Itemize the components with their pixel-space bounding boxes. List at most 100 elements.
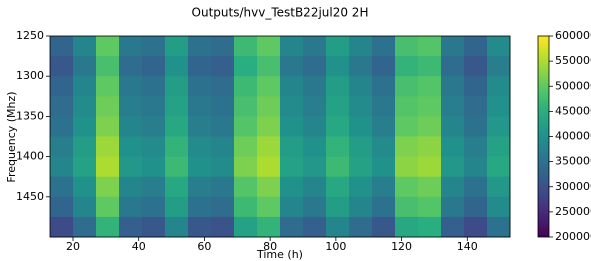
heat-cell [257,116,281,137]
colorbar-tick-label: 550000 [555,54,591,67]
heat-cell [188,56,212,77]
heat-cell [73,36,97,57]
heat-cell [349,137,373,158]
heat-cell [303,177,327,198]
heat-cell [372,217,396,238]
heat-cell [349,36,373,57]
colorbar-tick-label: 300000 [555,180,591,193]
heat-cell [50,177,74,198]
heat-cell [50,36,74,57]
heat-cell [119,177,143,198]
heat-cell [211,56,235,77]
heat-cell [349,56,373,77]
heat-cell [280,197,304,218]
heat-cell [372,36,396,57]
heat-cell [326,197,350,218]
heat-cell [234,116,258,137]
heat-cell [303,217,327,238]
heat-cell [464,116,488,137]
heat-cell [165,36,189,57]
heat-cell [418,116,442,137]
colorbar [538,36,549,237]
heat-cell [96,36,120,57]
heat-cell [73,96,97,117]
heat-cell [326,217,350,238]
heat-cell [280,157,304,178]
heat-cell [372,56,396,77]
heat-cell [50,116,74,137]
x-tick-label: 120 [391,240,412,253]
heat-cell [464,56,488,77]
heat-cell [50,56,74,77]
heat-cell [188,157,212,178]
colorbar-tick-label: 400000 [555,130,591,143]
heat-cell [73,157,97,178]
heat-cell [119,116,143,137]
heat-cell [395,76,419,97]
heat-cell [326,96,350,117]
heat-cell [257,137,281,158]
heat-cell [165,137,189,158]
heat-cell [280,76,304,97]
heat-cell [372,157,396,178]
heat-cell [142,56,166,77]
heat-cell [234,157,258,178]
colorbar-tick-label: 600000 [555,29,591,42]
heat-cell [441,56,465,77]
heat-cell [119,197,143,218]
heat-cell [372,197,396,218]
heat-cell [280,96,304,117]
heat-cell [349,76,373,97]
heat-cell [96,177,120,198]
heat-cell [487,157,511,178]
heat-cell [464,217,488,238]
heat-cell [234,76,258,97]
heat-cell [96,157,120,178]
heat-cell [395,157,419,178]
heat-cell [441,76,465,97]
heat-cell [73,137,97,158]
colorbar-tick-label: 200000 [555,230,591,243]
heat-cell [487,76,511,97]
heat-cell [303,197,327,218]
heat-cell [142,36,166,57]
heat-cell [50,197,74,218]
x-tick-label: 20 [66,240,80,253]
heat-cell [234,197,258,218]
heat-cell [211,177,235,198]
heat-cell [211,116,235,137]
heat-cell [372,76,396,97]
heat-cell [119,157,143,178]
heat-cell [257,157,281,178]
heat-cell [50,96,74,117]
heat-cell [326,36,350,57]
y-tick-label: 1250 [16,29,44,42]
heat-cell [165,56,189,77]
x-tick-label: 40 [132,240,146,253]
heat-cell [73,116,97,137]
heat-cell [395,197,419,218]
heat-cell [188,197,212,218]
heat-cell [257,217,281,238]
heat-cell [326,137,350,158]
heat-cell [280,137,304,158]
heat-cell [464,157,488,178]
heat-cell [142,217,166,238]
heat-cell [487,177,511,198]
heat-cell [395,116,419,137]
heat-cell [96,56,120,77]
heat-cell [142,157,166,178]
heat-cell [487,36,511,57]
heat-cell [280,116,304,137]
heat-cell [211,36,235,57]
y-tick-label: 1450 [16,190,44,203]
heat-cell [188,36,212,57]
heat-cell [73,76,97,97]
heat-cell [142,116,166,137]
heat-cell [165,96,189,117]
heat-cell [96,76,120,97]
heat-cell [349,96,373,117]
colorbar-tick-label: 450000 [555,104,591,117]
heat-cell [257,197,281,218]
heat-cell [395,36,419,57]
